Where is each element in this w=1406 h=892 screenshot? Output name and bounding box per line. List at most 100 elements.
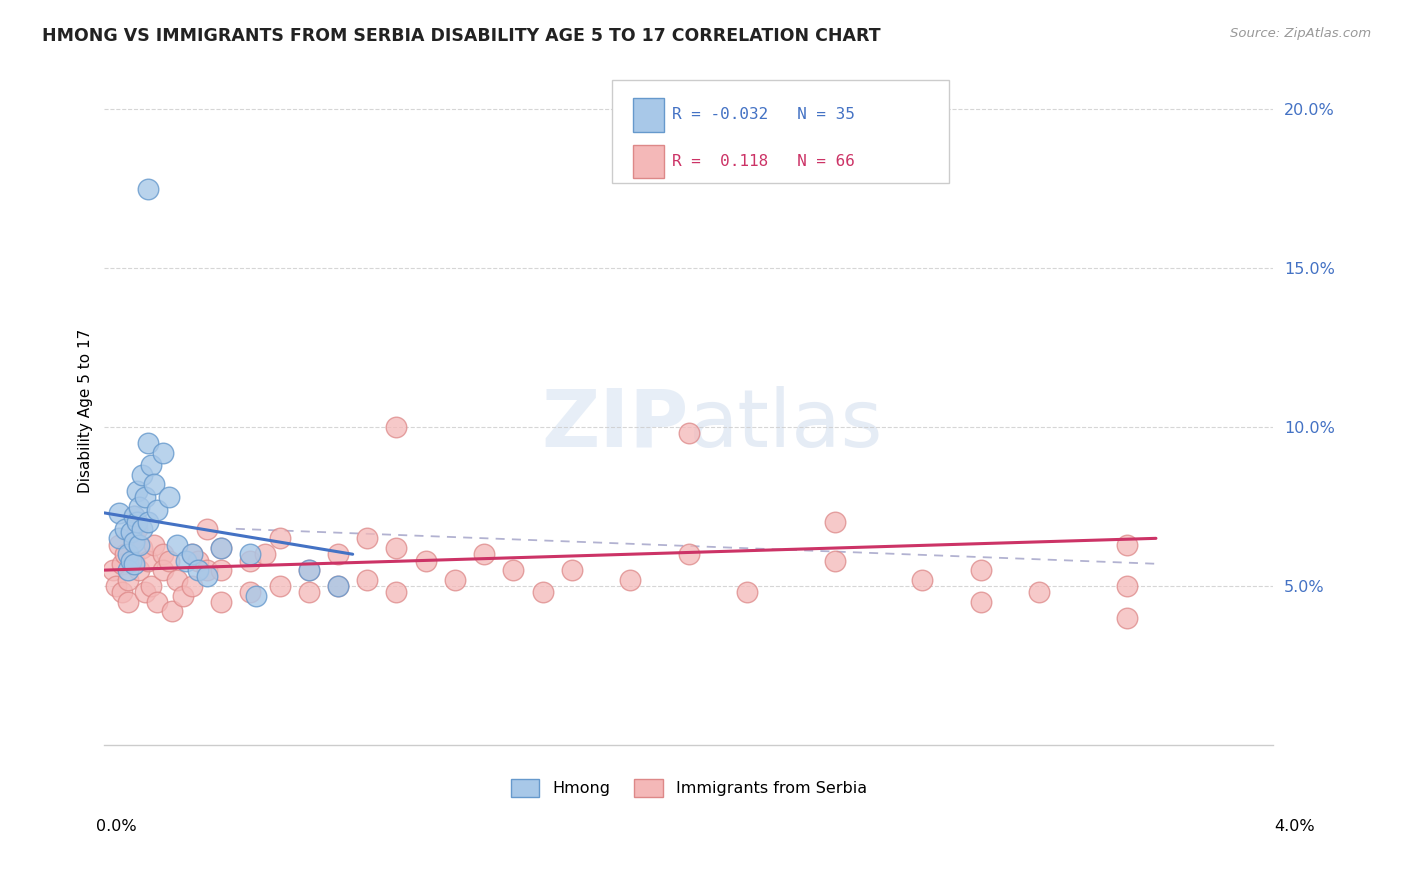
Point [120, 553, 142, 567]
Point [122, 534, 145, 549]
Point [125, 483, 148, 498]
Point [678, 547, 700, 561]
Text: ZIP: ZIP [541, 385, 689, 464]
Point [269, 579, 291, 593]
Point [245, 589, 267, 603]
Point [120, 524, 142, 539]
Point [125, 522, 148, 536]
Point [108, 506, 131, 520]
Point [181, 579, 204, 593]
Point [531, 585, 554, 599]
Point [209, 541, 232, 555]
Point [824, 516, 846, 530]
Point [134, 490, 156, 504]
Point [1115, 538, 1137, 552]
Point [356, 573, 378, 587]
Point [152, 445, 174, 459]
Point [136, 516, 159, 530]
Point [117, 563, 139, 577]
Point [117, 573, 139, 587]
Point [122, 557, 145, 571]
Point [117, 547, 139, 561]
Point [111, 557, 134, 571]
Point [187, 553, 209, 567]
Y-axis label: Disability Age 5 to 17: Disability Age 5 to 17 [79, 329, 93, 493]
Point [619, 573, 641, 587]
Point [174, 553, 197, 567]
Text: 4.0%: 4.0% [1274, 820, 1315, 834]
Point [209, 595, 232, 609]
Point [157, 490, 180, 504]
Point [128, 538, 150, 552]
Point [195, 569, 218, 583]
Point [139, 458, 162, 473]
Point [105, 579, 128, 593]
Point [561, 563, 583, 577]
Point [1115, 579, 1137, 593]
Point [146, 595, 169, 609]
Point [385, 420, 408, 434]
Point [239, 553, 262, 567]
Point [131, 467, 153, 482]
Legend: Hmong, Immigrants from Serbia: Hmong, Immigrants from Serbia [505, 772, 873, 804]
Point [472, 547, 495, 561]
Point [157, 553, 180, 567]
Point [172, 589, 194, 603]
Point [125, 516, 148, 530]
Text: R = -0.032   N = 35: R = -0.032 N = 35 [672, 107, 855, 122]
Point [136, 553, 159, 567]
Point [824, 553, 846, 567]
Point [101, 563, 124, 577]
Point [143, 538, 166, 552]
Point [122, 553, 145, 567]
Point [326, 579, 349, 593]
Point [131, 522, 153, 536]
Point [187, 563, 209, 577]
Point [209, 541, 232, 555]
Point [195, 522, 218, 536]
Point [969, 595, 991, 609]
Point [326, 547, 349, 561]
Point [444, 573, 467, 587]
Point [209, 563, 232, 577]
Point [111, 585, 134, 599]
Point [108, 532, 131, 546]
Point [139, 579, 162, 593]
Text: R =  0.118   N = 66: R = 0.118 N = 66 [672, 154, 855, 169]
Point [1028, 585, 1050, 599]
Point [735, 585, 758, 599]
Point [146, 502, 169, 516]
Point [136, 436, 159, 450]
Point [114, 522, 136, 536]
Point [152, 563, 174, 577]
Point [152, 547, 174, 561]
Point [269, 532, 291, 546]
Point [181, 547, 204, 561]
Point [678, 426, 700, 441]
Point [122, 509, 145, 524]
Text: atlas: atlas [689, 385, 883, 464]
Point [1115, 611, 1137, 625]
Point [181, 547, 204, 561]
Point [114, 547, 136, 561]
Point [298, 585, 321, 599]
Point [122, 509, 145, 524]
Point [134, 585, 156, 599]
Point [166, 538, 188, 552]
Point [298, 563, 321, 577]
Point [502, 563, 524, 577]
Point [356, 532, 378, 546]
Text: HMONG VS IMMIGRANTS FROM SERBIA DISABILITY AGE 5 TO 17 CORRELATION CHART: HMONG VS IMMIGRANTS FROM SERBIA DISABILI… [42, 27, 880, 45]
Point [131, 541, 153, 555]
Point [108, 538, 131, 552]
Point [254, 547, 277, 561]
Point [298, 563, 321, 577]
Point [160, 604, 183, 618]
Point [911, 573, 934, 587]
Point [143, 477, 166, 491]
Point [122, 532, 145, 546]
Text: Source: ZipAtlas.com: Source: ZipAtlas.com [1230, 27, 1371, 40]
Point [239, 585, 262, 599]
Point [969, 563, 991, 577]
Point [195, 563, 218, 577]
